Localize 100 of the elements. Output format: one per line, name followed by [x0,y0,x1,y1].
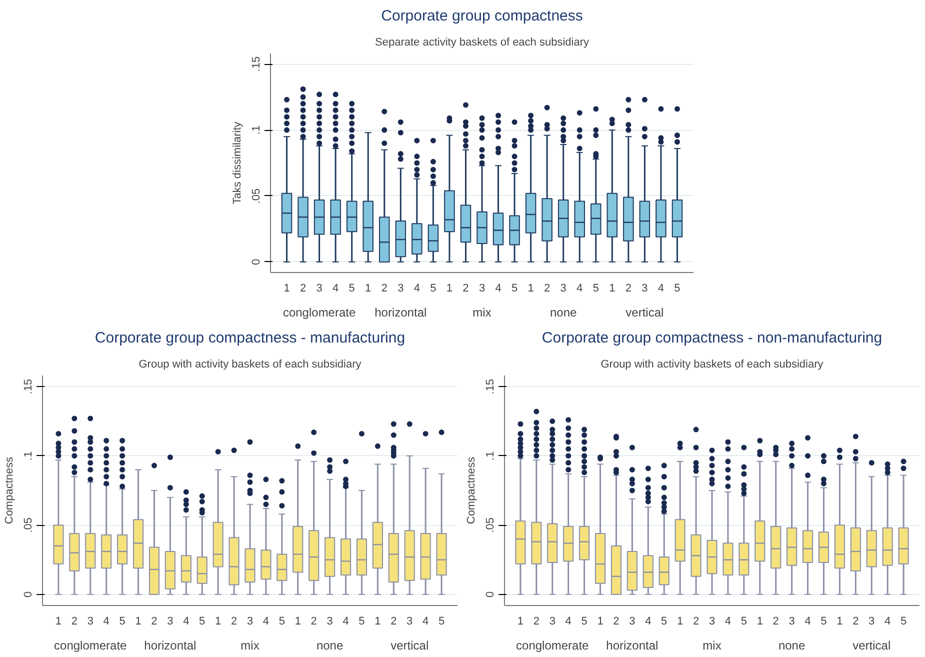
x-tick-label: 1 [527,282,534,294]
chart-subtitle: Group with activity baskets of each subsidiary [138,358,362,370]
x-tick-label: 2 [151,616,158,628]
x-tick-label: 3 [708,616,716,628]
x-tick-label: 5 [581,616,588,628]
x-tick-label: 4 [576,282,582,294]
x-tick-label: 5 [358,616,365,628]
x-tick-label: 1 [364,282,371,294]
y-axis-title: Compactness [466,456,478,524]
x-tick-label: 5 [278,616,285,628]
x-tick-label: 4 [494,282,501,294]
x-tick-label: 2 [692,616,700,628]
chart-subtitle: Group with activity baskets of each subsidiary [600,358,824,370]
x-tick-label: 1 [294,616,301,628]
text: horizontal [144,638,196,652]
x-tick-label: 1 [517,616,524,628]
x-tick-label: 1 [446,282,452,294]
x-tick-label: 3 [868,616,875,628]
y-tick-label: .05 [484,517,496,533]
text: none [778,638,806,652]
x-tick-label: 3 [629,616,636,628]
text: mix [702,638,722,652]
text: vertical [852,638,891,652]
x-tick-label: 2 [380,282,387,294]
y-tick-label: .05 [250,188,262,204]
y-tick-label: .1 [250,125,262,135]
x-tick-label: 3 [560,282,566,294]
x-tick-label: 2 [230,616,238,628]
x-tick-label: 1 [608,282,615,294]
x-tick-label: 3 [641,282,648,294]
text: horizontal [606,638,658,652]
y-tick-label: .15 [250,56,262,72]
x-tick-label: 4 [645,616,652,628]
y-tick-label: .15 [484,378,496,394]
text: vertical [625,306,664,320]
text: none [316,638,344,652]
x-tick-label: 5 [820,616,827,628]
x-tick-label: 4 [804,616,811,628]
y-tick-label: 0 [22,591,34,598]
y-tick-label: .15 [22,378,34,394]
x-tick-label: 5 [438,616,445,628]
text: mix [240,638,260,652]
x-tick-label: 5 [592,282,598,294]
x-tick-label: 5 [900,616,907,628]
x-tick-label: 5 [348,282,354,294]
x-tick-label: 2 [462,282,468,294]
x-tick-label: 3 [167,616,174,628]
x-tick-label: 4 [657,282,664,294]
x-tick-label: 1 [677,616,684,628]
x-tick-label: 1 [55,616,62,628]
x-tick-label: 2 [613,616,620,628]
text: vertical [390,638,429,652]
y-axis-title: Compactness [4,456,16,524]
x-tick-label: 3 [316,282,322,294]
x-tick-label: 1 [836,616,843,628]
chart-title: Corporate group compactness [380,8,582,24]
x-tick-label: 3 [788,616,795,628]
x-tick-label: 5 [119,616,126,628]
x-tick-label: 5 [661,616,668,628]
text: conglomerate [54,638,128,652]
x-tick-label: 4 [183,616,190,628]
x-tick-label: 2 [71,616,78,628]
x-tick-label: 3 [87,616,94,628]
y-tick-label: .1 [22,451,34,460]
text: conglomerate [516,638,590,652]
x-tick-label: 4 [565,616,572,628]
y-tick-label: .1 [484,451,496,460]
x-tick-label: 4 [413,282,420,294]
y-tick-label: .05 [22,517,34,533]
x-tick-label: 4 [332,282,338,294]
x-tick-label: 5 [674,282,680,294]
x-tick-label: 3 [246,616,254,628]
text: none [550,306,577,320]
x-tick-label: 4 [422,616,429,628]
x-tick-label: 1 [597,616,604,628]
x-tick-label: 3 [406,616,413,628]
x-tick-label: 3 [397,282,404,294]
x-tick-label: 2 [533,616,540,628]
x-tick-label: 2 [310,616,317,628]
chart-subtitle: Separate activity baskets of each subsidiary [374,36,589,48]
x-tick-label: 3 [478,282,485,294]
text: conglomerate [282,306,356,320]
text: horizontal [374,306,426,320]
chart-title: Corporate group compactness - manufacturing [94,330,406,346]
x-tick-label: 2 [544,282,550,294]
text: mix [472,306,491,320]
y-tick-label: 0 [484,591,496,598]
x-tick-label: 4 [342,616,349,628]
x-tick-label: 1 [374,616,381,628]
x-tick-label: 2 [624,282,631,294]
x-tick-label: 4 [724,616,732,628]
x-tick-label: 2 [299,282,306,294]
x-tick-label: 4 [884,616,891,628]
x-tick-label: 2 [772,616,779,628]
x-tick-label: 1 [215,616,222,628]
x-tick-label: 5 [430,282,436,294]
x-tick-label: 1 [135,616,142,628]
x-tick-label: 5 [510,282,518,294]
x-tick-label: 1 [283,282,290,294]
x-tick-label: 4 [262,616,270,628]
